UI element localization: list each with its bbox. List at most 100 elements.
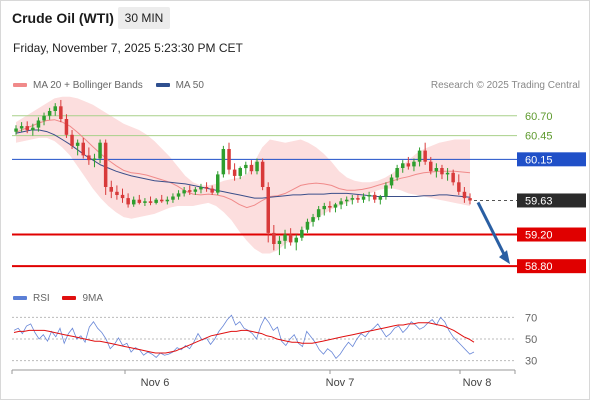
candle <box>238 166 242 180</box>
candle-body <box>462 191 467 199</box>
candle <box>401 160 405 173</box>
candle-body <box>401 163 405 168</box>
rsi-9ma-line <box>13 322 475 354</box>
legend-label-ma50: MA 50 <box>175 80 204 91</box>
candle <box>81 137 85 159</box>
candle-body <box>412 161 416 167</box>
candle-body <box>182 190 186 194</box>
candle <box>373 191 377 203</box>
timestamp: Friday, November 7, 2025 5:23:30 PM CET <box>13 41 243 55</box>
candle-body <box>193 189 198 192</box>
candle <box>311 213 315 227</box>
last-price-label: 59.63 <box>525 195 553 207</box>
candle-body <box>143 201 147 203</box>
candle-body <box>42 115 46 121</box>
candle <box>244 161 248 175</box>
legend-item-ma50: MA 50 <box>155 80 204 91</box>
candle <box>126 193 130 208</box>
candle <box>412 158 416 172</box>
candle <box>115 185 119 200</box>
candle-body <box>361 196 366 200</box>
candle-body <box>406 163 411 167</box>
candle <box>260 158 265 191</box>
candle-body <box>333 204 338 208</box>
candle <box>143 198 147 207</box>
candle-body <box>19 126 24 129</box>
legend-swatch-ma50 <box>155 83 170 88</box>
candle <box>160 194 164 203</box>
rsi-tick-50: 50 <box>525 334 537 346</box>
candle-body <box>59 106 63 119</box>
legend-label-9ma: 9MA <box>82 293 104 304</box>
candle <box>406 156 411 170</box>
candle <box>36 117 41 132</box>
candle <box>64 114 69 138</box>
candle <box>356 194 360 203</box>
candle-body <box>384 185 388 197</box>
candle-body <box>311 217 315 222</box>
candle <box>333 202 338 213</box>
legend-label-rsi: RSI <box>33 293 50 304</box>
rsi-legend: RSI 9MA <box>13 293 103 305</box>
time-label-nov-6: Nov 6 <box>141 377 170 389</box>
time-label-nov-7: Nov 7 <box>326 377 355 389</box>
legend-swatch-9ma <box>62 296 77 301</box>
candle <box>255 158 259 175</box>
candle-body <box>188 190 192 192</box>
candle <box>445 168 450 181</box>
candle-body <box>47 111 52 116</box>
candle <box>429 156 433 175</box>
candle <box>277 236 282 256</box>
candle <box>266 182 270 243</box>
candle <box>210 185 214 195</box>
instrument-title: Crude Oil (WTI) <box>12 10 114 26</box>
candle-body <box>238 168 242 176</box>
candle <box>53 103 57 116</box>
candle-body <box>221 149 226 175</box>
candle-body <box>36 120 41 128</box>
candle-body <box>328 206 332 208</box>
price-legend: MA 20 + Bollinger Bands MA 50 <box>13 80 204 92</box>
candle <box>378 194 383 205</box>
candle <box>350 194 355 205</box>
candle <box>120 188 125 203</box>
candle-body <box>148 201 153 203</box>
legend-swatch-ma20 <box>13 83 27 88</box>
candle-body <box>272 232 276 244</box>
candle <box>47 107 52 120</box>
candle-body <box>232 169 237 176</box>
candle <box>165 196 170 205</box>
candle-body <box>266 187 270 233</box>
candle-body <box>132 199 136 205</box>
candle <box>193 187 198 195</box>
candle <box>204 182 209 192</box>
timeframe-badge[interactable]: 30 MIN <box>118 7 170 29</box>
candle-body <box>445 172 450 175</box>
support-label-58-80: 58.80 <box>525 261 553 273</box>
candle-body <box>115 191 119 195</box>
candle-body <box>305 221 310 230</box>
forecast-arrow-shaft <box>476 201 508 259</box>
resistance-label-60-45: 60.45 <box>525 131 553 143</box>
candle <box>339 198 343 210</box>
candle <box>221 145 226 178</box>
candle-body <box>457 182 461 192</box>
rsi-tick-30: 30 <box>525 356 537 368</box>
candle <box>109 180 113 199</box>
candle-body <box>395 168 399 178</box>
candle-body <box>126 198 130 205</box>
candle-body <box>92 158 97 161</box>
ma50-line <box>15 129 471 199</box>
candle-body <box>25 126 29 131</box>
candle <box>395 164 399 181</box>
candle-body <box>204 187 209 189</box>
candle <box>423 142 427 165</box>
candle <box>103 139 108 195</box>
candle <box>216 171 220 195</box>
resistance-label-60-70: 60.70 <box>525 111 553 123</box>
research-credit: Research © 2025 Trading Central <box>430 80 580 91</box>
candle-body <box>316 209 321 218</box>
candle <box>384 182 388 200</box>
pivot-label-60-15: 60.15 <box>525 154 553 166</box>
